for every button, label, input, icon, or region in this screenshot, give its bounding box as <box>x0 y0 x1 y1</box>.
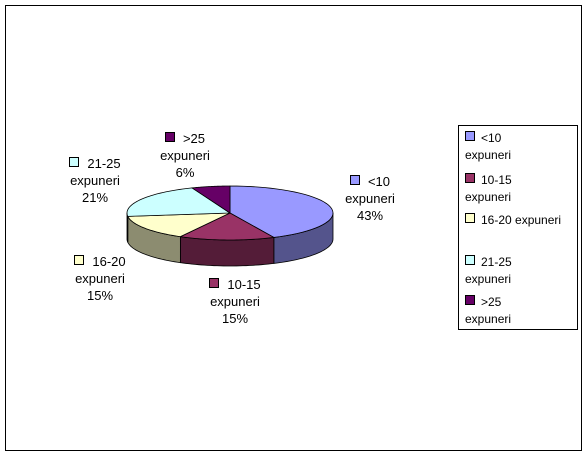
data-label-marker <box>164 132 175 142</box>
data-label-category: 21-25 expuneri <box>70 156 121 188</box>
pie-slice <box>190 185 231 214</box>
data-label-category: >25 expuneri <box>160 131 210 163</box>
pie-slice-side <box>126 212 129 243</box>
data-label-value: 15% <box>86 288 114 303</box>
legend-entry: 16-20 expuneri <box>465 212 577 229</box>
data-label-category: 16-20 expuneri <box>75 254 126 286</box>
data-label-marker <box>349 175 360 185</box>
chart-frame <box>5 5 582 451</box>
pie-slice <box>126 187 232 217</box>
legend-label: 10-15 expuneri <box>465 173 512 204</box>
data-label: >25 expuneri 6% <box>145 130 225 181</box>
data-label: 16-20 expuneri 15% <box>60 253 140 304</box>
data-label-value: 21% <box>81 190 109 205</box>
data-label-marker <box>74 255 85 265</box>
legend-marker <box>465 173 475 183</box>
legend-entry: >25 expuneri <box>465 294 535 328</box>
data-label: 10-15 expuneri 15% <box>195 276 275 327</box>
legend-label: 21-25 expuneri <box>465 255 512 286</box>
data-label-category: <10 expuneri <box>345 174 395 206</box>
data-label-value: 6% <box>175 165 195 180</box>
data-label: 21-25 expuneri 21% <box>55 155 135 206</box>
pie-slice-side <box>179 236 275 267</box>
pie-slice <box>179 212 276 241</box>
pie-slice <box>127 212 231 238</box>
legend-entry: 21-25 expuneri <box>465 254 535 288</box>
legend-label: >25 expuneri <box>465 295 512 326</box>
data-label-value: 43% <box>356 208 384 223</box>
legend-label: 16-20 expuneri <box>481 213 562 227</box>
data-label-category: 10-15 expuneri <box>210 277 261 309</box>
legend-label: <10 expuneri <box>465 131 512 162</box>
legend-marker <box>465 213 475 223</box>
legend-entry: 10-15 expuneri <box>465 172 535 206</box>
data-label-marker <box>209 278 220 288</box>
legend-entry: <10 expuneri <box>465 130 535 164</box>
data-label-marker <box>69 157 80 167</box>
legend: <10 expuneri 10-15 expuneri 16-20 expuneri… <box>458 125 578 330</box>
pie-slice <box>229 185 334 238</box>
legend-marker <box>465 255 475 265</box>
legend-marker <box>465 295 475 305</box>
data-label: <10 expuneri 43% <box>330 173 410 224</box>
data-label-value: 15% <box>221 311 249 326</box>
legend-marker <box>465 131 475 141</box>
